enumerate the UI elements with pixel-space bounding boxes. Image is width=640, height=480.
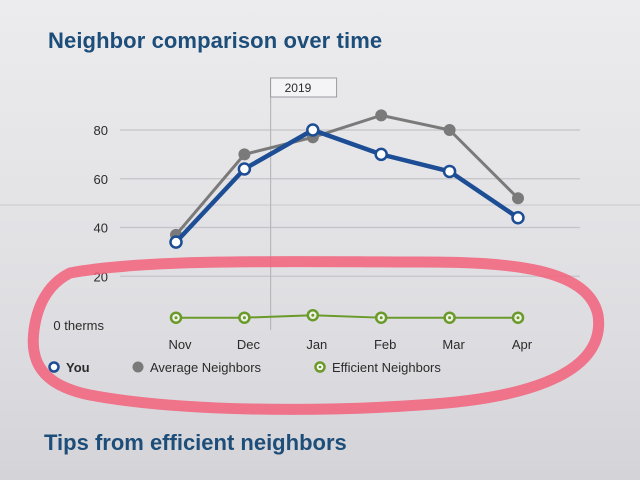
chart-title: Neighbor comparison over time	[48, 28, 383, 53]
legend-marker-center	[318, 365, 322, 369]
data-point-center	[311, 313, 315, 317]
x-axis: Nov Dec Jan Feb Mar Apr	[168, 337, 532, 352]
x-tick-label: Feb	[374, 337, 396, 352]
series-line-average	[174, 113, 520, 237]
y-tick-label: 40	[94, 221, 108, 236]
y-tick-label: 60	[94, 172, 108, 187]
legend-label-average: Average Neighbors	[150, 360, 262, 375]
data-point-you	[306, 123, 320, 137]
data-point-average	[238, 148, 251, 161]
paper-fold	[0, 204, 640, 206]
series-line-you	[173, 127, 521, 245]
data-point-you	[169, 235, 183, 249]
data-point-average	[512, 192, 524, 205]
y-tick-label: 0 therms	[53, 318, 104, 333]
tips-heading: Tips from efficient neighbors	[44, 430, 347, 455]
grid	[120, 129, 580, 277]
data-point-center	[174, 316, 178, 320]
series-layer	[169, 109, 525, 324]
x-tick-label: Nov	[168, 337, 192, 352]
year-box	[270, 77, 338, 98]
series-line-efficient	[175, 314, 519, 319]
data-point-center	[379, 316, 383, 320]
x-tick-label: Mar	[442, 337, 465, 352]
x-tick-label: Dec	[237, 337, 261, 352]
data-point-you	[442, 164, 457, 179]
data-point-center	[448, 316, 452, 320]
y-tick-label: 80	[94, 123, 108, 138]
legend-label-efficient: Efficient Neighbors	[332, 360, 441, 375]
legend-marker-you	[48, 361, 60, 373]
legend-marker-average	[132, 361, 144, 373]
year-marker: 2019	[270, 77, 338, 330]
x-tick-label: Jan	[306, 337, 327, 352]
legend: You Average Neighbors Efficient Neighbors	[48, 360, 441, 375]
data-point-center	[242, 316, 246, 320]
data-point-you	[511, 211, 525, 225]
data-point-center	[516, 316, 520, 320]
data-point-average	[443, 124, 456, 136]
highlight-ellipse	[27, 256, 605, 415]
data-point-you	[374, 147, 388, 162]
data-point-average	[375, 109, 388, 122]
data-point-you	[237, 162, 252, 176]
x-tick-label: Apr	[512, 337, 533, 352]
year-label: 2019	[285, 81, 312, 95]
legend-label-you: You	[66, 360, 90, 375]
